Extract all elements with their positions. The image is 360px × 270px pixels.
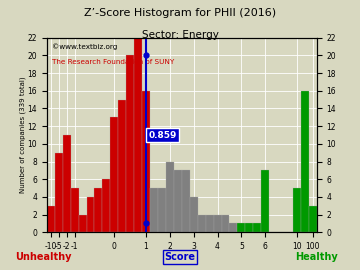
Bar: [301, 91, 309, 232]
Text: Unhealthy: Unhealthy: [15, 252, 71, 262]
Text: 0.859: 0.859: [148, 130, 177, 140]
Bar: [182, 170, 190, 232]
Bar: [221, 215, 229, 232]
Bar: [237, 223, 245, 232]
Bar: [142, 91, 150, 232]
Bar: [213, 215, 221, 232]
Bar: [126, 55, 134, 232]
Bar: [198, 215, 206, 232]
Bar: [71, 188, 78, 232]
Bar: [134, 38, 142, 232]
Bar: [150, 188, 158, 232]
Bar: [261, 170, 269, 232]
Bar: [47, 206, 55, 232]
Text: ©www.textbiz.org: ©www.textbiz.org: [52, 44, 118, 50]
Bar: [158, 188, 166, 232]
Text: Z’-Score Histogram for PHII (2016): Z’-Score Histogram for PHII (2016): [84, 8, 276, 18]
Bar: [253, 223, 261, 232]
Bar: [166, 161, 174, 232]
Y-axis label: Number of companies (339 total): Number of companies (339 total): [19, 77, 26, 193]
Bar: [293, 188, 301, 232]
Bar: [229, 223, 237, 232]
Bar: [206, 215, 213, 232]
Text: Score: Score: [165, 252, 195, 262]
Bar: [174, 170, 182, 232]
Bar: [55, 153, 63, 232]
Text: Sector: Energy: Sector: Energy: [141, 30, 219, 40]
Bar: [94, 188, 102, 232]
Text: Healthy: Healthy: [296, 252, 338, 262]
Bar: [110, 117, 118, 232]
Text: The Research Foundation of SUNY: The Research Foundation of SUNY: [52, 59, 175, 65]
Bar: [245, 223, 253, 232]
Bar: [86, 197, 94, 232]
Bar: [190, 197, 198, 232]
Bar: [102, 179, 110, 232]
Bar: [118, 100, 126, 232]
Bar: [309, 206, 317, 232]
Bar: [78, 215, 86, 232]
Bar: [63, 135, 71, 232]
